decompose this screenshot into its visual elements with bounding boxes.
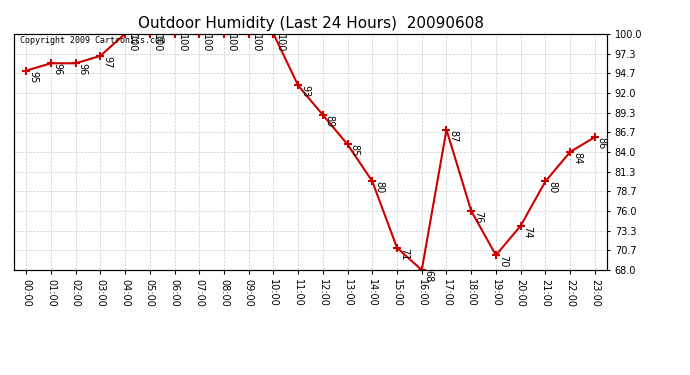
Text: 100: 100 — [250, 34, 261, 52]
Text: 76: 76 — [473, 211, 483, 224]
Text: 96: 96 — [53, 63, 63, 75]
Text: 71: 71 — [399, 248, 409, 260]
Text: 80: 80 — [547, 182, 558, 194]
Text: 100: 100 — [226, 34, 236, 52]
Text: 84: 84 — [572, 152, 582, 164]
Text: 100: 100 — [275, 34, 286, 52]
Text: 80: 80 — [374, 182, 384, 194]
Text: 95: 95 — [28, 70, 38, 83]
Text: 87: 87 — [448, 130, 458, 142]
Text: Copyright 2009 Cartronics.com: Copyright 2009 Cartronics.com — [20, 36, 165, 45]
Text: 100: 100 — [201, 34, 211, 52]
Text: 68: 68 — [424, 270, 434, 282]
Text: 70: 70 — [498, 255, 508, 268]
Text: 96: 96 — [77, 63, 88, 75]
Text: 86: 86 — [597, 137, 607, 149]
Text: 85: 85 — [350, 144, 359, 157]
Text: 74: 74 — [522, 226, 533, 238]
Text: 89: 89 — [325, 115, 335, 127]
Text: 100: 100 — [177, 34, 186, 52]
Text: 100: 100 — [127, 34, 137, 52]
Title: Outdoor Humidity (Last 24 Hours)  20090608: Outdoor Humidity (Last 24 Hours) 2009060… — [137, 16, 484, 31]
Text: 97: 97 — [102, 56, 112, 68]
Text: 100: 100 — [152, 34, 161, 52]
Text: 93: 93 — [300, 86, 310, 98]
